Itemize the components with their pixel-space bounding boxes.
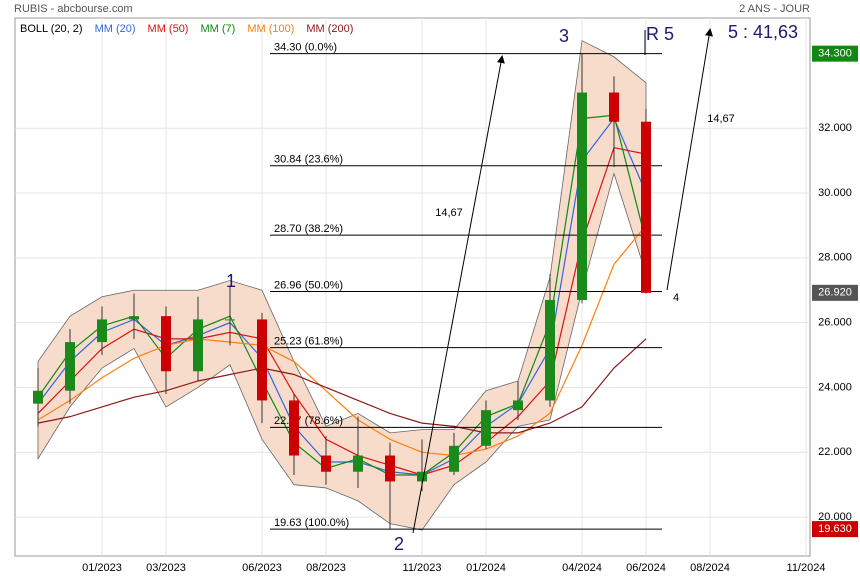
candle-body xyxy=(257,319,267,401)
header-period: 2 ANS - JOUR xyxy=(739,3,810,15)
fib-label: 30.84 (23.6%) xyxy=(274,154,343,166)
candle-body xyxy=(289,400,299,456)
candle-body xyxy=(609,92,619,122)
fib-label: 22.77 (78.6%) xyxy=(274,415,343,427)
candle-body xyxy=(641,121,651,293)
annotation: 3 xyxy=(559,26,569,46)
x-tick-label: 08/2023 xyxy=(306,562,346,574)
legend-entry: MM (100) xyxy=(247,23,294,35)
annotation: 5 : 41,63 xyxy=(728,22,798,42)
annotation: 4 xyxy=(673,292,679,304)
price-badge-label: 19.630 xyxy=(818,523,852,535)
header-title: RUBIS - abcbourse.com xyxy=(14,3,133,15)
annotation: 1 xyxy=(226,271,236,291)
candle-body xyxy=(481,410,491,446)
candle-body xyxy=(321,455,331,472)
legend-entry: MM (7) xyxy=(200,23,235,35)
fib-label: 25.23 (61.8%) xyxy=(274,336,343,348)
x-tick-label: 01/2024 xyxy=(466,562,506,574)
fib-label: 26.96 (50.0%) xyxy=(274,279,343,291)
x-tick-label: 04/2024 xyxy=(562,562,602,574)
annotation: 2 xyxy=(394,534,404,554)
candle-body xyxy=(129,316,139,320)
price-badge-label: 34.300 xyxy=(818,48,852,60)
legend-entry: MM (50) xyxy=(148,23,189,35)
annotation: 14,67 xyxy=(707,113,735,125)
price-badge xyxy=(812,45,858,62)
legend-entry: BOLL (20, 2) xyxy=(20,23,83,35)
candle-body xyxy=(545,299,555,401)
fib-label: 34.30 (0.0%) xyxy=(274,42,337,54)
x-tick-label: 03/2023 xyxy=(146,562,186,574)
candle-body xyxy=(385,455,395,482)
ma-line xyxy=(37,114,647,476)
legend-entry: MM (20) xyxy=(95,23,136,35)
candle-body xyxy=(353,455,363,472)
candle-body xyxy=(577,92,587,300)
y-tick-label: 22.000 xyxy=(818,446,852,458)
x-tick-label: 08/2024 xyxy=(690,562,730,574)
y-tick-label: 28.000 xyxy=(818,252,852,264)
candle-body xyxy=(193,319,203,372)
arrow xyxy=(412,55,505,534)
candle-body xyxy=(449,445,459,472)
y-tick-label: 26.000 xyxy=(818,317,852,329)
annotation: 14,67 xyxy=(435,207,463,219)
y-tick-label: 32.000 xyxy=(818,122,852,134)
candle-body xyxy=(417,471,427,482)
ma-line xyxy=(37,225,647,457)
y-tick-label: 24.000 xyxy=(818,381,852,393)
annotation: R 5 xyxy=(646,24,674,44)
candle-body xyxy=(33,390,43,404)
candle-body xyxy=(225,319,235,321)
legend-entry: MM (200) xyxy=(306,23,353,35)
x-tick-label: 01/2023 xyxy=(82,562,122,574)
y-tick-label: 20.000 xyxy=(818,511,852,523)
fib-label: 28.70 (38.2%) xyxy=(274,223,343,235)
x-tick-label: 11/2023 xyxy=(403,562,442,574)
price-badge xyxy=(812,284,858,301)
ma-line xyxy=(37,146,647,476)
x-tick-label: 06/2024 xyxy=(626,562,666,574)
candle-body xyxy=(161,316,171,372)
y-tick-label: 30.000 xyxy=(818,187,852,199)
x-tick-label: 11/2024 xyxy=(787,562,826,574)
candle-body xyxy=(65,342,75,391)
candle-body xyxy=(97,319,107,343)
candle-body xyxy=(513,400,523,411)
price-badge xyxy=(812,521,858,538)
ma-line xyxy=(37,338,647,434)
arrow xyxy=(666,28,713,291)
x-tick-label: 06/2023 xyxy=(242,562,282,574)
fib-label: 19.63 (100.0%) xyxy=(274,517,349,529)
price-badge-label: 26.920 xyxy=(818,287,852,299)
